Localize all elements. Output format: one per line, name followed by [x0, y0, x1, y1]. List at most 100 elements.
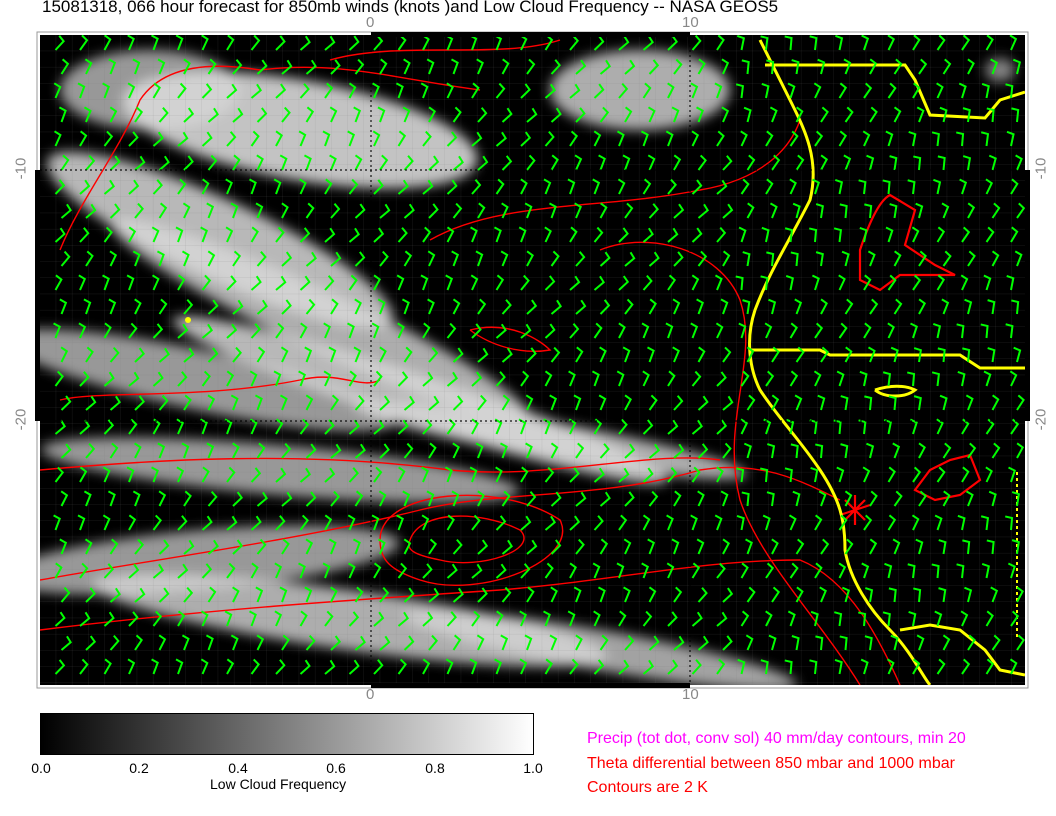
wind-barb	[716, 130, 725, 147]
wind-barb	[156, 250, 165, 267]
wind-barb	[525, 394, 534, 411]
wind-barb	[109, 442, 119, 459]
wind-barb	[526, 491, 537, 507]
wind-barb	[811, 274, 820, 291]
wind-barb	[942, 490, 951, 507]
wind-barb	[1006, 274, 1015, 291]
wind-barb	[766, 491, 775, 507]
wind-barb	[445, 466, 453, 483]
wind-barb	[134, 538, 145, 555]
wind-barb	[575, 442, 585, 459]
wind-barb	[809, 35, 818, 51]
wind-barb	[599, 106, 610, 123]
wind-barb	[1012, 58, 1022, 75]
wind-barb	[549, 394, 558, 411]
wind-barb	[907, 563, 916, 579]
wind-barb	[85, 587, 96, 603]
wind-barb	[1005, 323, 1014, 339]
wind-barb	[207, 347, 219, 363]
wind-barb	[785, 274, 794, 291]
wind-barb	[177, 82, 187, 99]
wind-barb	[232, 154, 241, 171]
wind-barb	[452, 587, 464, 603]
wind-barb	[908, 130, 917, 147]
wind-barb	[397, 371, 409, 387]
wind-barb	[201, 178, 210, 195]
wind-barb	[226, 35, 235, 51]
wind-barb	[152, 563, 164, 579]
wind-barb	[446, 131, 458, 147]
wind-barb	[103, 35, 112, 51]
wind-barb	[395, 82, 404, 99]
wind-barb	[913, 347, 922, 363]
wind-barb	[207, 107, 219, 123]
coastline	[748, 39, 1025, 685]
wind-barb	[569, 658, 579, 675]
wind-barb	[373, 611, 385, 627]
wind-barb	[422, 322, 431, 339]
wind-barb	[820, 298, 828, 315]
wind-barb	[53, 514, 61, 531]
wind-barb	[962, 539, 971, 555]
wind-barb	[475, 442, 484, 459]
wind-barb	[469, 466, 478, 483]
wind-barb	[373, 370, 383, 387]
wind-barb	[863, 322, 872, 339]
wind-barb	[814, 514, 823, 531]
wind-barb	[844, 538, 854, 555]
wind-barb	[858, 611, 867, 627]
frame-ticks	[35, 32, 1030, 688]
wind-barb	[814, 130, 824, 147]
wind-barb	[176, 466, 185, 483]
wind-barb	[985, 178, 994, 195]
wind-barb	[697, 154, 707, 171]
wind-barb	[200, 226, 208, 243]
wind-barb	[550, 59, 561, 75]
wind-barb	[378, 490, 387, 507]
wind-barb	[673, 586, 683, 603]
wind-barb	[134, 442, 142, 459]
wind-barb	[642, 419, 654, 435]
wind-barb	[887, 82, 897, 99]
wind-barb	[354, 154, 363, 171]
wind-barb	[495, 563, 507, 579]
wind-barb	[397, 179, 409, 195]
wind-barb	[305, 298, 316, 315]
wind-barb	[79, 562, 89, 579]
wind-barb	[789, 562, 799, 579]
wind-barb	[372, 82, 380, 99]
wind-barb	[132, 250, 141, 267]
wind-barb	[618, 322, 626, 339]
wind-barb	[815, 443, 824, 459]
wind-barb	[691, 370, 702, 387]
wind-barb	[446, 179, 458, 195]
wind-barb	[60, 635, 72, 651]
colorbar-label: 0.0	[31, 760, 51, 776]
wind-barb	[937, 347, 946, 363]
wind-barb	[329, 154, 337, 171]
wind-barb	[230, 634, 239, 651]
wind-barb	[85, 635, 97, 651]
wind-barb	[937, 155, 946, 171]
wind-barb	[256, 59, 268, 75]
wind-barb	[841, 250, 850, 267]
wind-barb	[1010, 418, 1020, 435]
wind-barb	[918, 442, 926, 459]
wind-barb	[232, 586, 240, 603]
wind-barb	[1009, 370, 1018, 387]
wind-barb	[691, 419, 703, 435]
wind-barb	[673, 490, 682, 507]
wind-barb	[518, 226, 527, 243]
wind-barb	[956, 563, 965, 579]
wind-barb	[103, 226, 113, 243]
wind-barb	[550, 539, 562, 555]
wind-barb	[422, 419, 433, 435]
wind-barb	[323, 322, 331, 339]
wind-barb	[158, 490, 167, 507]
wind-barb	[765, 562, 775, 579]
wind-barb	[77, 82, 86, 99]
wind-barb	[158, 634, 167, 651]
wind-barb	[324, 275, 335, 291]
wind-barb	[275, 275, 287, 291]
wind-barb	[60, 443, 72, 459]
